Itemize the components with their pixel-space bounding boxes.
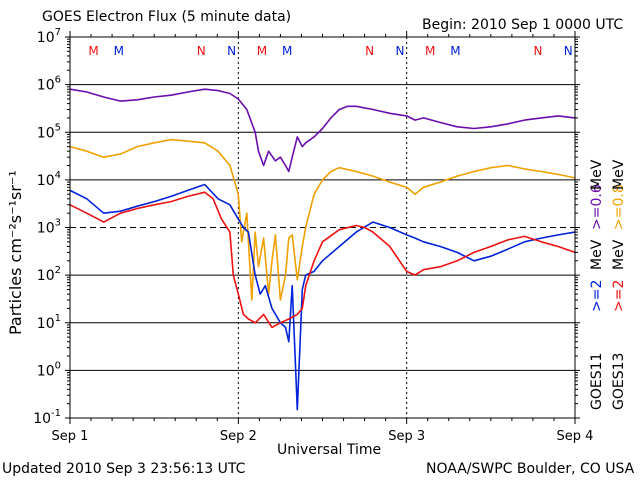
legend-goes13: GOES13 [611, 352, 627, 410]
y-tick-label: 10-1 [33, 408, 61, 427]
legend-goes11: GOES11 [589, 352, 605, 410]
series-line [69, 183, 576, 411]
y-tick-label: 104 [37, 170, 61, 189]
x-tick-label: Sep 4 [557, 429, 594, 444]
event-marker: M [257, 44, 267, 58]
series-line [69, 88, 576, 173]
y-tick-label: 102 [37, 265, 61, 284]
chart-title: GOES Electron Flux (5 minute data) [42, 9, 292, 25]
legend-mev-unit-2: MeV [589, 239, 605, 270]
event-marker: N [564, 44, 573, 58]
event-marker: N [227, 44, 236, 58]
y-tick-label: 106 [37, 75, 61, 94]
legend-mev-unit-3: MeV [611, 159, 627, 190]
legend-blue-2mev: >=2 [589, 279, 605, 312]
series-line [69, 138, 576, 301]
legend-orange-08mev: >=0.8 [611, 184, 627, 230]
series-line [69, 191, 576, 329]
y-tick-label: 100 [37, 360, 61, 379]
x-tick-label: Sep 1 [52, 429, 89, 444]
legend-mev-unit: MeV [611, 239, 627, 270]
y-axis-ticks: 10-1 100 101 102 103 104 105 106 107 [33, 27, 580, 427]
event-marker: N [197, 44, 206, 58]
legend-mev-unit-4: MeV [589, 159, 605, 190]
y-axis-label: Particles cm⁻²s⁻¹sr⁻¹ [6, 170, 25, 335]
legend-purple-06mev: >=0.6 [589, 184, 605, 230]
updated-timestamp: Updated 2010 Sep 3 23:56:13 UTC [2, 461, 246, 477]
y-tick-label: 107 [37, 27, 61, 46]
x-axis-ticks: Sep 1 Sep 2 Sep 3 Sep 4 [52, 31, 594, 444]
grid-lines [70, 37, 575, 418]
event-marker: M [88, 44, 98, 58]
y-tick-label: 101 [37, 313, 61, 332]
x-tick-label: Sep 3 [388, 429, 425, 444]
x-axis-label: Universal Time [277, 442, 382, 458]
y-tick-label: 103 [37, 218, 61, 237]
begin-label: Begin: 2010 Sep 1 0000 UTC [422, 17, 624, 33]
series-lines [69, 88, 576, 411]
x-tick-label: Sep 2 [220, 429, 257, 444]
event-marker: N [533, 44, 542, 58]
legend-red-2mev: >=2 [611, 279, 627, 312]
event-marker: M [450, 44, 460, 58]
event-marker: N [395, 44, 404, 58]
source-credit: NOAA/SWPC Boulder, CO USA [426, 461, 635, 477]
event-marker: N [365, 44, 374, 58]
event-marker: M [114, 44, 124, 58]
event-marker: M [425, 44, 435, 58]
event-marker: M [282, 44, 292, 58]
y-tick-label: 105 [37, 122, 61, 141]
